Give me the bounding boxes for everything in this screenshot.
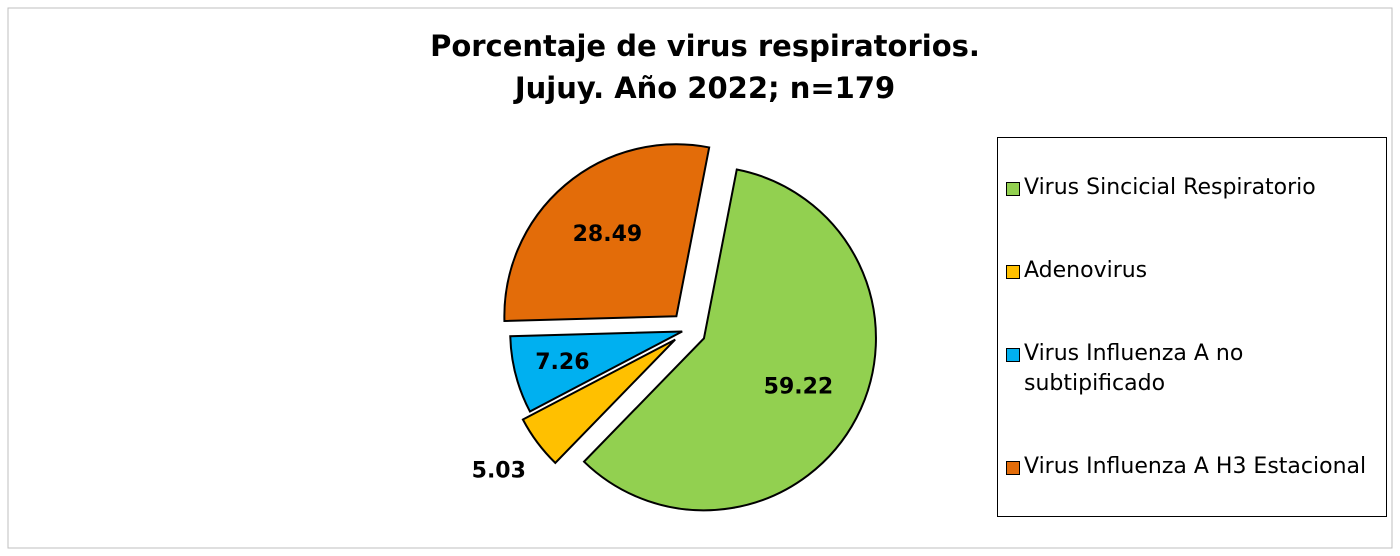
pie-slice xyxy=(582,168,877,512)
data-label: 5.03 xyxy=(472,458,526,483)
legend: Virus Sincicial Respiratorio Adenovirus Vi… xyxy=(997,137,1387,517)
legend-item: Virus Influenza A no subtipificado xyxy=(1006,339,1386,399)
legend-label: Adenovirus xyxy=(1024,257,1148,283)
legend-item: Virus Influenza A H3 Estacional xyxy=(1006,452,1386,482)
legend-swatch xyxy=(1006,460,1020,475)
data-label: 59.22 xyxy=(764,375,834,400)
data-label: 7.26 xyxy=(535,350,589,375)
legend-item: Virus Sincicial Respiratorio xyxy=(1006,173,1386,203)
pie-slice xyxy=(509,330,683,413)
legend-label: Virus Sincicial Respiratorio xyxy=(1024,174,1316,200)
legend-label: Virus Influenza A no subtipificado xyxy=(1024,340,1244,396)
chart-title: Porcentaje de virus respiratorios. xyxy=(430,29,980,63)
chart-title: Jujuy. Año 2022; n=179 xyxy=(513,71,895,105)
legend-swatch xyxy=(1006,347,1020,362)
pie-slice xyxy=(503,143,711,322)
pie-slice xyxy=(521,338,676,465)
data-label: 28.49 xyxy=(573,222,643,247)
legend-swatch xyxy=(1006,181,1020,196)
legend-item: Adenovirus xyxy=(1006,256,1386,286)
legend-label: Virus Influenza A H3 Estacional xyxy=(1024,453,1367,479)
legend-swatch xyxy=(1006,264,1020,279)
